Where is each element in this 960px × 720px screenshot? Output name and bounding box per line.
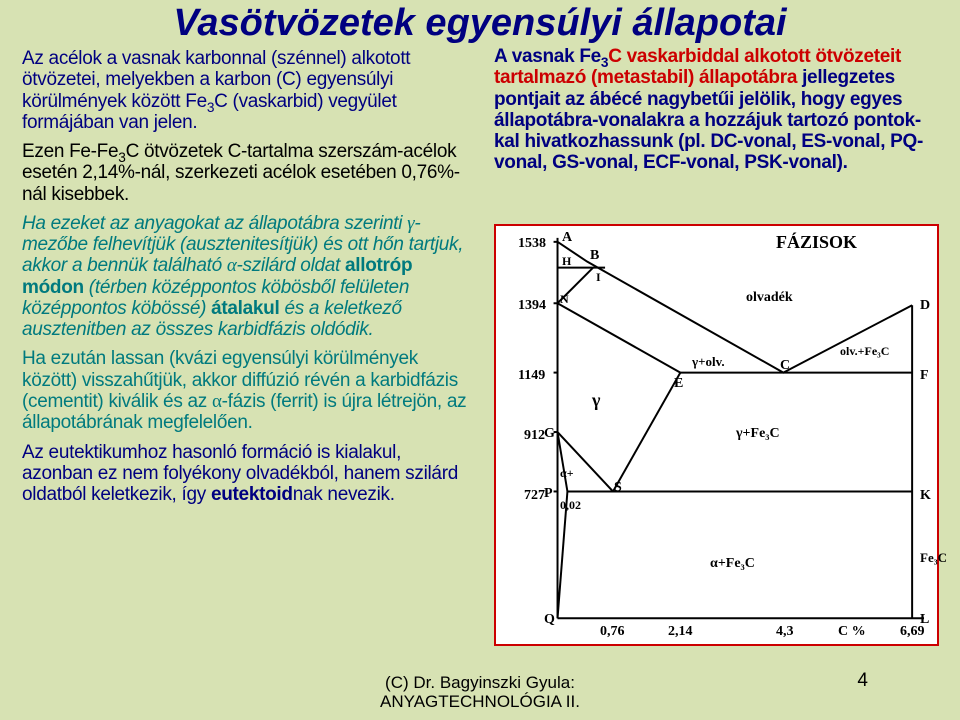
footer: (C) Dr. Bagyinszki Gyula: ANYAGTECHNOLÓG…	[0, 673, 960, 712]
pt-A: A	[562, 230, 572, 246]
diagram-title: FÁZISOK	[776, 232, 857, 253]
ph-fe3c: Fe₃C	[920, 550, 947, 566]
page-number: 4	[857, 670, 868, 692]
diagram-svg	[496, 226, 937, 644]
ylab-912: 912	[524, 428, 545, 444]
ylab-1538: 1538	[518, 236, 546, 252]
xlab-002: 0,02	[560, 498, 581, 513]
phase-diagram: FÁZISOK 1538 1394 1149 912 727 0,02 0,76…	[494, 224, 939, 646]
p3-c: -szilárd oldat	[237, 255, 346, 276]
p2-text-a: Ezen Fe-Fe	[22, 141, 118, 162]
xlab-214: 2,14	[668, 624, 693, 640]
p3-alpha: α	[227, 255, 237, 276]
ph-olvadek: olvadék	[746, 290, 793, 306]
pt-E: E	[674, 376, 683, 392]
right-column: A vasnak Fe3C vaskarbiddal alkotott ötvö…	[494, 46, 939, 174]
pt-P: P	[544, 486, 553, 502]
pt-G: G	[544, 426, 555, 442]
ylab-1394: 1394	[518, 298, 546, 314]
ph-alphafe3c: α+Fe₃C	[710, 556, 755, 572]
pt-N: N	[560, 292, 569, 307]
p3-a: Ha ezeket az anyagokat az állapotábra sz…	[22, 213, 407, 234]
ph-gamma: γ	[592, 390, 600, 411]
footer-l2: ANYAGTECHNOLÓGIA II.	[380, 692, 580, 711]
para-4: Ha ezután lassan (kvázi egyensúlyi körül…	[22, 348, 472, 433]
pt-I: I	[596, 270, 601, 285]
para-2: Ezen Fe-Fe3C ötvözetek C-tartalma szersz…	[22, 141, 472, 205]
pt-Q: Q	[544, 612, 555, 628]
ph-alphaplus: α+	[560, 466, 574, 481]
footer-l1: (C) Dr. Bagyinszki Gyula:	[385, 673, 575, 692]
ph-gammaolv: γ+olv.	[692, 354, 725, 370]
p4-alpha: α	[212, 391, 222, 412]
xlab-076: 0,76	[600, 624, 625, 640]
para-3: Ha ezeket az anyagokat az állapotábra sz…	[22, 213, 472, 341]
slide-title: Vasötvözetek egyensúlyi állapotai	[0, 2, 960, 45]
p5-b: nak nevezik.	[293, 484, 395, 505]
pt-S: S	[614, 480, 622, 496]
ph-olvfe3c: olv.+Fe₃C	[840, 344, 889, 359]
p3-bold2: átalakul	[211, 298, 279, 319]
r-t1: A vasnak Fe	[494, 46, 601, 67]
pt-H: H	[562, 254, 571, 269]
ylab-1149: 1149	[518, 368, 545, 384]
ylab-727: 727	[524, 488, 545, 504]
pt-C: C	[780, 358, 790, 374]
xlab-43: 4,3	[776, 624, 794, 640]
para-1: Az acélok a vasnak karbonnal (szénnel) a…	[22, 48, 472, 133]
pt-K: K	[920, 488, 931, 504]
right-text: A vasnak Fe3C vaskarbiddal alkotott ötvö…	[494, 46, 939, 174]
para-5: Az eutektikumhoz hasonló formáció is kia…	[22, 442, 472, 506]
pt-L: L	[920, 612, 929, 628]
pt-B: B	[590, 248, 599, 264]
pt-D: D	[920, 298, 930, 314]
xlab-cpct: C %	[838, 624, 866, 640]
left-column: Az acélok a vasnak karbonnal (szénnel) a…	[22, 48, 472, 513]
pt-F: F	[920, 368, 929, 384]
ph-gammafe3c: γ+Fe₃C	[736, 426, 780, 442]
p5-bold: eutektoid	[211, 484, 293, 505]
